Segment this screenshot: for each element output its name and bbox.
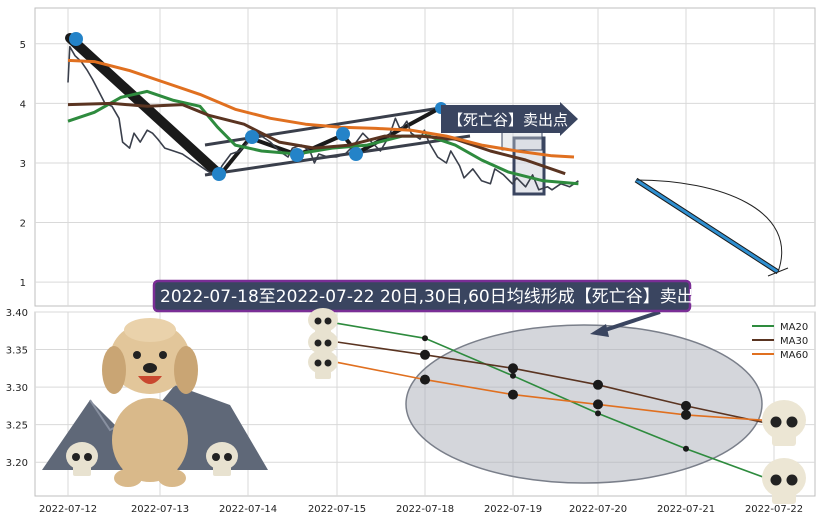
dog-nose [143, 363, 157, 373]
bottom-point-ma20 [422, 335, 428, 342]
bottom-x-tick-label: 2022-07-14 [219, 504, 277, 515]
top-y-ticks: 1 2 3 4 5 [20, 40, 26, 289]
crossover-highlight-ellipse [405, 324, 763, 484]
projection [634, 177, 789, 277]
bottom-y-ticks: 3.20 3.25 3.30 3.35 3.40 [6, 308, 28, 469]
bottom-x-tick-label: 2022-07-15 [308, 504, 366, 515]
projection-arc [635, 179, 783, 273]
banner-pointer-arrow [590, 310, 661, 337]
sell-signal-label: 【死亡谷】卖出点 [448, 111, 568, 129]
dog-paw-right [158, 469, 186, 487]
dog-mouth [138, 376, 162, 384]
bottom-series-line-ma20 [336, 322, 775, 482]
top-series-line-ma60 [67, 58, 575, 159]
bottom-x-tick-label: 2022-07-20 [569, 504, 627, 515]
bottom-x-ticks: 2022-07-12 2022-07-13 2022-07-14 2022-07-15… [39, 504, 803, 515]
bottom-x-tick-label: 2022-07-18 [396, 504, 454, 515]
dog-head [110, 322, 190, 394]
bottom-x-tick-label: 2022-07-21 [657, 504, 715, 515]
projection-line-blue [635, 178, 779, 274]
poodle-dog-icon [102, 318, 198, 487]
legend-label-ma60: MA60 [780, 350, 808, 361]
projection-arrowhead [767, 267, 789, 277]
chart-title: 2022-07-18至2022-07-22 20日,30日,60日均线形成【死亡… [160, 287, 711, 307]
turning-point [290, 148, 304, 162]
top-series-line-ma30 [67, 101, 566, 176]
title-banner: 2022-07-18至2022-07-22 20日,30日,60日均线形成【死亡… [152, 279, 711, 313]
legend-label-ma30: MA30 [780, 336, 808, 347]
channel-lower-line [204, 134, 471, 177]
dog-topknot [124, 318, 176, 342]
bottom-y-tick-label: 3.40 [6, 308, 28, 319]
dog-eye-right [159, 351, 167, 359]
decorative-illustration [42, 308, 806, 504]
turning-point [212, 167, 226, 181]
bottom-point-ma30 [593, 379, 603, 390]
pointer-shaft [601, 310, 661, 333]
turning-point [245, 130, 259, 144]
turning-point [349, 147, 363, 161]
legend: MA20 MA30 MA60 [752, 322, 808, 361]
bottom-x-tick-label: 2022-07-22 [745, 504, 803, 515]
top-y-tick-label: 2 [20, 219, 26, 230]
bottom-y-tick-label: 3.30 [6, 383, 28, 394]
pointer-head [590, 324, 609, 337]
dog-body [112, 398, 188, 482]
top-series-line-price [67, 45, 579, 191]
bottom-point-ma60 [593, 399, 603, 410]
bottom-x-tick-label: 2022-07-12 [39, 504, 97, 515]
skull-icon [308, 350, 338, 379]
skull-icon [206, 442, 238, 476]
bottom-point-ma60 [681, 409, 691, 420]
turning-point [336, 127, 350, 141]
legend-label-ma20: MA20 [780, 322, 808, 333]
bottom-y-tick-label: 3.20 [6, 458, 28, 469]
dog-paw-left [114, 469, 142, 487]
top-y-tick-label: 5 [20, 40, 26, 51]
bottom-point-ma20 [683, 445, 689, 452]
bottom-point-ma20 [595, 410, 601, 417]
bottom-x-tick-label: 2022-07-19 [484, 504, 542, 515]
bottom-series-line-ma30 [336, 341, 775, 426]
top-y-tick-label: 3 [20, 159, 26, 170]
bottom-x-tick-label: 2022-07-13 [131, 504, 189, 515]
skull-icon [762, 400, 806, 446]
bottom-point-ma60 [508, 389, 518, 400]
bottom-y-tick-label: 3.35 [6, 346, 28, 357]
top-y-tick-label: 4 [20, 99, 26, 110]
turning-point [69, 32, 83, 46]
sell-arrow-shape [441, 102, 578, 136]
sell-signal-arrow: 【死亡谷】卖出点 [441, 102, 578, 136]
dog-eye-left [133, 351, 141, 359]
skull-icon [762, 458, 806, 504]
dog-ear-left [102, 346, 126, 394]
bottom-point-ma30 [508, 363, 518, 374]
bottom-point-ma30 [681, 400, 691, 411]
top-y-tick-label: 1 [20, 278, 26, 289]
title-banner-box [152, 279, 692, 313]
bottom-point-ma60 [420, 374, 430, 385]
bottom-y-tick-label: 3.25 [6, 421, 28, 432]
skull-icon [66, 442, 98, 476]
bottom-series-group [336, 322, 779, 484]
dog-ear-right [174, 346, 198, 394]
bottom-point-ma30 [420, 349, 430, 360]
bottom-series-line-ma60 [336, 361, 775, 422]
bottom-point-ma20 [510, 372, 516, 379]
